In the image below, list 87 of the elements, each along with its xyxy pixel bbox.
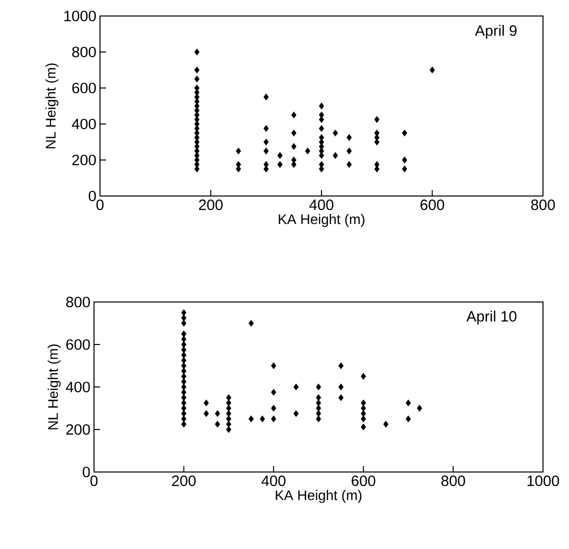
point: [360, 400, 366, 406]
point: [204, 410, 209, 417]
point: [181, 309, 186, 316]
point: [316, 400, 322, 406]
point: [226, 410, 232, 417]
point: [181, 330, 186, 338]
point: [181, 388, 186, 396]
point: [181, 336, 186, 343]
point: [338, 394, 344, 402]
point: [181, 320, 186, 327]
y-tick-label: 0: [82, 466, 90, 478]
point: [360, 424, 366, 430]
point: [260, 415, 265, 422]
point: [293, 410, 299, 417]
y-tick-label: 600: [66, 339, 90, 350]
point: [181, 346, 186, 354]
point: [316, 404, 322, 412]
point: [360, 415, 366, 422]
x-tick-label: 800: [441, 476, 466, 486]
x-axis-title: KA Height (m): [276, 490, 362, 503]
point: [271, 388, 276, 396]
point: [181, 357, 186, 364]
y-tick-label: 200: [66, 424, 90, 435]
point: [181, 378, 186, 386]
y-axis-title: NL Height (m): [45, 63, 58, 148]
point: [181, 314, 186, 322]
point: [293, 384, 299, 390]
point: [181, 384, 186, 390]
y-tick-label: 1000: [64, 10, 96, 22]
point: [214, 420, 220, 428]
annotation: April 10: [466, 310, 516, 325]
point: [181, 352, 186, 359]
point: [226, 426, 232, 433]
point: [181, 341, 186, 348]
point: [271, 404, 276, 412]
annotation: April 9: [475, 24, 517, 39]
y-axis-title: NL Height (m): [48, 344, 61, 430]
point: [204, 400, 209, 406]
point: [338, 362, 344, 370]
point: [406, 415, 411, 422]
y-tick-label: 600: [72, 82, 96, 94]
y-tick-label: 800: [66, 296, 90, 308]
y-tick-label: 400: [66, 382, 90, 392]
x-tick-label: 400: [309, 200, 334, 210]
point: [248, 415, 254, 422]
point: [226, 400, 232, 406]
point: [181, 420, 186, 428]
point: [226, 404, 232, 412]
point: [181, 410, 186, 417]
point: [316, 384, 322, 390]
point: [248, 320, 254, 327]
point: [181, 415, 186, 422]
point: [226, 420, 232, 428]
point: [360, 410, 366, 417]
point: [226, 394, 232, 402]
x-tick-label: 800: [531, 200, 555, 210]
point: [181, 362, 186, 370]
point: [181, 394, 186, 402]
x-tick-label: 600: [420, 200, 444, 210]
point: [416, 404, 422, 412]
point: [316, 394, 322, 402]
y-tick-label: 800: [72, 46, 96, 58]
point: [181, 368, 186, 374]
y-tick-label: 0: [88, 190, 96, 202]
point: [226, 415, 232, 422]
point: [360, 372, 366, 380]
point: [181, 372, 186, 380]
point: [271, 415, 276, 422]
x-tick-label: 400: [261, 476, 286, 486]
point: [181, 400, 186, 406]
x-axis-title: KA Height (m): [278, 214, 364, 227]
point: [316, 410, 322, 417]
x-tick-label: 1000: [528, 476, 560, 486]
x-tick-label: 200: [199, 200, 223, 210]
point: [214, 410, 220, 417]
point: [360, 404, 366, 412]
point: [338, 384, 344, 390]
point: [406, 400, 411, 406]
x-tick-label: 600: [352, 476, 376, 486]
point: [181, 404, 186, 412]
y-tick-label: 400: [72, 118, 96, 130]
x-tick-label: 200: [172, 476, 196, 486]
point: [383, 420, 388, 428]
point: [316, 415, 322, 422]
point: [271, 362, 276, 370]
y-tick-label: 200: [72, 154, 96, 166]
x-tick-label: 0: [96, 200, 104, 210]
